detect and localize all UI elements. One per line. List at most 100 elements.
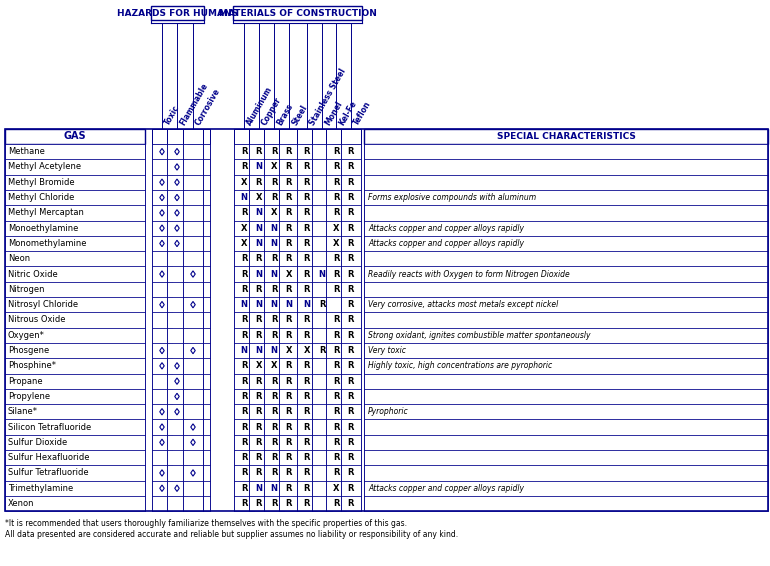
Bar [203, 343, 210, 358]
Text: R: R [348, 254, 354, 263]
Bar [312, 159, 332, 174]
Bar [234, 236, 254, 251]
Bar [5, 297, 145, 312]
Bar [249, 251, 269, 267]
Bar [234, 190, 254, 205]
Text: R: R [303, 254, 310, 263]
Text: Aluminum: Aluminum [245, 85, 274, 127]
Bar [234, 481, 254, 496]
Bar [152, 358, 172, 374]
Bar [341, 465, 361, 481]
Bar [249, 221, 269, 236]
Bar [312, 343, 332, 358]
Bar [297, 312, 317, 328]
Text: R: R [286, 285, 293, 294]
Text: X: X [333, 224, 340, 233]
Bar [264, 144, 284, 159]
Bar [203, 435, 210, 450]
Bar [234, 404, 254, 419]
Bar [279, 419, 299, 435]
Bar [152, 128, 172, 144]
Text: R: R [333, 147, 340, 156]
Bar [264, 221, 284, 236]
Bar [264, 343, 284, 358]
Bar [234, 496, 254, 511]
Bar [203, 465, 210, 481]
Text: R: R [303, 423, 310, 431]
Bar [264, 236, 284, 251]
Text: R: R [256, 499, 263, 508]
Text: R: R [271, 193, 277, 202]
Bar [279, 236, 299, 251]
Bar [364, 159, 768, 174]
Bar [203, 404, 210, 419]
Text: Methyl Bromide: Methyl Bromide [8, 178, 75, 187]
Bar [233, 6, 362, 20]
Text: N: N [286, 300, 293, 309]
Bar [312, 251, 332, 267]
Text: R: R [348, 361, 354, 370]
Text: N: N [256, 484, 263, 493]
Bar [183, 190, 203, 205]
Bar [297, 435, 317, 450]
Text: R: R [241, 315, 247, 324]
Bar [203, 205, 210, 221]
Bar [326, 496, 346, 511]
Text: R: R [241, 392, 247, 401]
Bar [183, 312, 203, 328]
Bar [183, 236, 203, 251]
Text: Silane*: Silane* [8, 408, 38, 416]
Bar [364, 389, 768, 404]
Bar [279, 297, 299, 312]
Bar [341, 343, 361, 358]
Text: Propylene: Propylene [8, 392, 50, 401]
Bar [264, 328, 284, 343]
Text: Sulfur Hexafluoride: Sulfur Hexafluoride [8, 453, 89, 462]
Text: R: R [333, 254, 340, 263]
Bar [167, 419, 187, 435]
Bar [234, 435, 254, 450]
Bar [203, 374, 210, 389]
Bar [341, 297, 361, 312]
Text: R: R [348, 469, 354, 478]
Text: R: R [348, 224, 354, 233]
Text: N: N [256, 346, 263, 355]
Text: Very toxic: Very toxic [368, 346, 406, 355]
Bar [341, 267, 361, 282]
Bar [203, 251, 210, 267]
Text: R: R [271, 423, 277, 431]
Bar [5, 435, 145, 450]
Bar [364, 267, 768, 282]
Text: R: R [271, 285, 277, 294]
Bar [264, 312, 284, 328]
Bar [264, 358, 284, 374]
Bar [152, 159, 172, 174]
Text: X: X [286, 269, 293, 278]
Text: R: R [271, 376, 277, 385]
Bar [167, 358, 187, 374]
Bar [234, 374, 254, 389]
Bar [364, 174, 768, 190]
Bar [297, 282, 317, 297]
Text: R: R [348, 484, 354, 493]
Bar [264, 404, 284, 419]
Bar [5, 496, 145, 511]
Bar [152, 267, 172, 282]
Bar [249, 465, 269, 481]
Text: R: R [286, 315, 293, 324]
Text: R: R [333, 315, 340, 324]
Text: Phosgene: Phosgene [8, 346, 49, 355]
Bar [326, 297, 346, 312]
Bar [312, 450, 332, 465]
Text: R: R [271, 453, 277, 462]
Bar [279, 465, 299, 481]
Bar [152, 174, 172, 190]
Bar [249, 435, 269, 450]
Bar [5, 221, 145, 236]
Text: X: X [256, 193, 263, 202]
Bar [203, 450, 210, 465]
Text: R: R [286, 408, 293, 416]
Text: X: X [241, 224, 247, 233]
Bar [183, 358, 203, 374]
Bar [279, 159, 299, 174]
